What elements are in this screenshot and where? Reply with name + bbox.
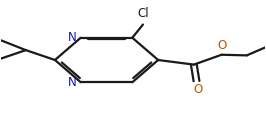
Text: Cl: Cl bbox=[137, 7, 149, 20]
Text: N: N bbox=[68, 76, 77, 89]
Text: O: O bbox=[193, 83, 202, 96]
Text: N: N bbox=[68, 31, 77, 44]
Text: O: O bbox=[217, 39, 226, 52]
